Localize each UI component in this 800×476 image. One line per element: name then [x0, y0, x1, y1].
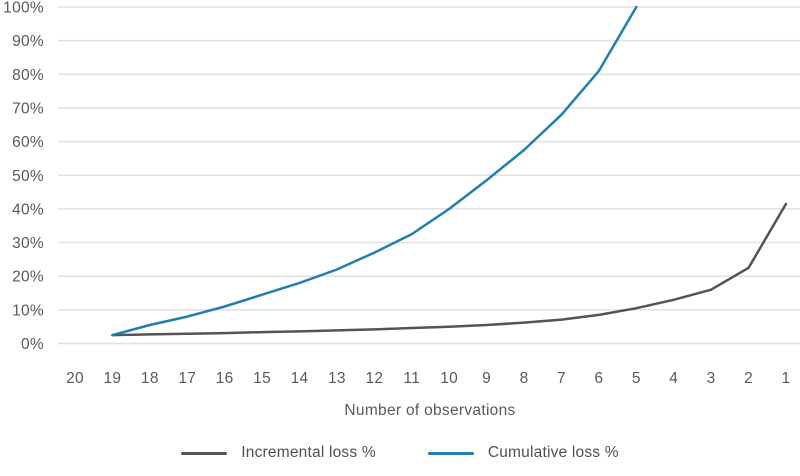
- legend: Incremental loss % Cumulative loss %: [0, 444, 800, 462]
- y-tick-label: 90%: [12, 33, 44, 50]
- y-tick-label: 80%: [12, 67, 44, 84]
- x-tick-label: 10: [440, 370, 458, 387]
- x-tick-label: 6: [594, 370, 603, 387]
- series-line-incremental-loss: [111, 202, 788, 337]
- y-tick-label: 100%: [3, 0, 44, 17]
- y-tick-label: 0%: [21, 336, 44, 353]
- x-tick-label: 8: [520, 370, 529, 387]
- legend-item-cumulative-loss: Cumulative loss %: [427, 444, 619, 462]
- y-tick-label: 70%: [12, 100, 44, 117]
- x-axis-title: Number of observations: [344, 402, 516, 419]
- legend-label-cumulative-loss: Cumulative loss %: [487, 444, 619, 461]
- x-tick-label: 20: [66, 370, 84, 387]
- x-tick-label: 9: [482, 370, 491, 387]
- x-tick-label: 1: [782, 370, 791, 387]
- x-tick-label: 12: [365, 370, 383, 387]
- y-tick-label: 10%: [12, 302, 44, 319]
- x-tick-label: 17: [178, 370, 196, 387]
- series-line-cumulative-loss: [111, 5, 638, 337]
- x-tick-label: 4: [669, 370, 678, 387]
- x-tick-label: 11: [403, 370, 420, 387]
- x-tick-label: 5: [632, 370, 641, 387]
- x-tick-label: 16: [216, 370, 234, 387]
- y-tick-label: 50%: [12, 168, 44, 185]
- y-tick-label: 30%: [12, 235, 44, 252]
- y-tick-label: 60%: [12, 134, 44, 151]
- y-tick-label: 40%: [12, 201, 44, 218]
- y-tick-label: 20%: [12, 269, 44, 286]
- incremental-loss-line-swatch-icon: [181, 451, 228, 455]
- legend-label-incremental-loss: Incremental loss %: [241, 444, 376, 461]
- legend-item-incremental-loss: Incremental loss %: [181, 444, 376, 462]
- cumulative-loss-line-swatch-icon: [427, 451, 474, 455]
- x-tick-label: 14: [291, 370, 309, 387]
- plot-area: 0%10%20%30%40%50%60%70%80%90%100%20 19 18 1…: [3, 0, 800, 387]
- x-tick-label: 13: [328, 370, 346, 387]
- x-tick-label: 2: [744, 370, 753, 387]
- x-tick-label: 15: [253, 370, 271, 387]
- x-tick-label: 18: [141, 370, 159, 387]
- x-tick-label: 7: [557, 370, 566, 387]
- x-tick-label: 3: [707, 370, 716, 387]
- x-tick-label: 19: [103, 370, 121, 387]
